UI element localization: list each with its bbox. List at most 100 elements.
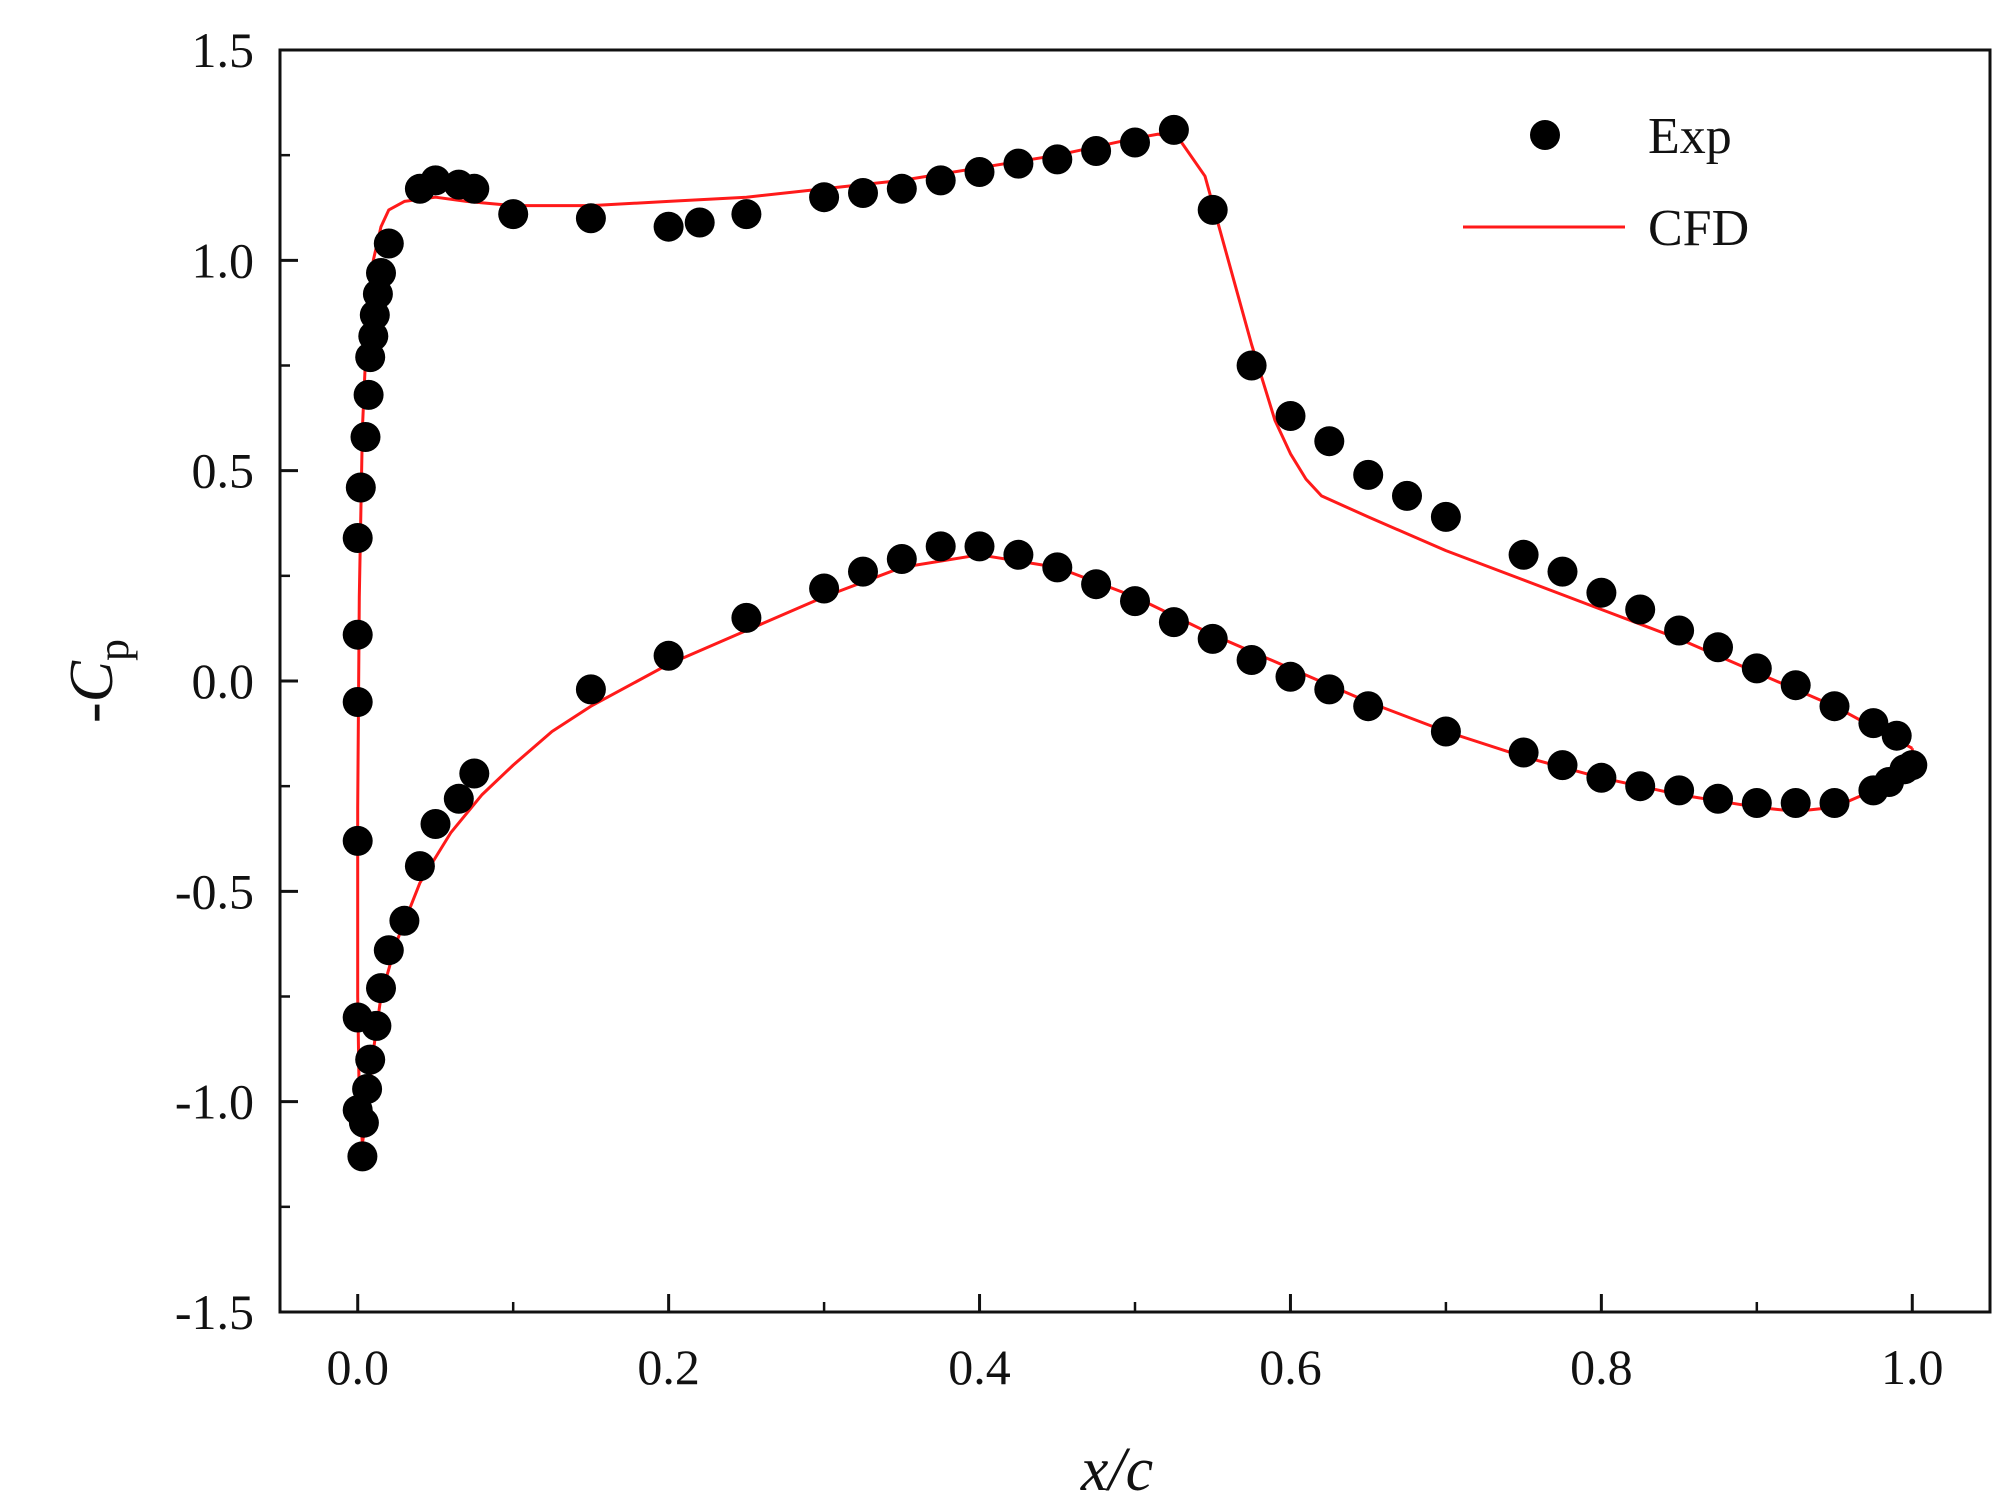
- exp-point: [443, 783, 474, 814]
- x-tick-label: 0.6: [1259, 1339, 1322, 1395]
- exp-point: [1547, 556, 1578, 587]
- exp-point: [459, 173, 490, 204]
- exp-point: [848, 178, 878, 208]
- exp-point: [1625, 594, 1656, 625]
- y-axis-title: -Cp: [58, 639, 138, 723]
- exp-point: [684, 207, 715, 238]
- exp-point: [1353, 691, 1384, 722]
- exp-point: [355, 1044, 386, 1075]
- exp-point: [1881, 720, 1912, 751]
- exp-point: [350, 422, 381, 452]
- exp-point: [1003, 539, 1034, 570]
- x-tick-label: 0.2: [637, 1339, 700, 1395]
- exp-point: [1158, 114, 1189, 145]
- y-tick-label: -0.5: [175, 863, 254, 919]
- exp-point: [1586, 762, 1617, 793]
- exp-point: [353, 379, 384, 410]
- exp-point: [1430, 501, 1461, 532]
- exp-point: [345, 472, 376, 503]
- exp-point: [1625, 771, 1656, 802]
- legend-exp-marker: [1530, 120, 1560, 150]
- exp-point: [964, 157, 995, 187]
- exp-point: [964, 531, 995, 562]
- exp-point: [1120, 586, 1150, 617]
- exp-point: [361, 1010, 392, 1041]
- exp-point: [1003, 148, 1034, 179]
- exp-point: [373, 935, 404, 966]
- exp-point: [1081, 136, 1112, 166]
- x-tick-label: 1.0: [1881, 1339, 1944, 1395]
- exp-point: [348, 1107, 379, 1138]
- exp-point: [731, 602, 762, 633]
- legend-cfd-label: CFD: [1648, 200, 1749, 257]
- exp-point: [1081, 569, 1112, 600]
- exp-point: [575, 674, 606, 705]
- x-tick-label: 0.8: [1570, 1339, 1633, 1395]
- y-tick-label: 1.0: [192, 232, 255, 288]
- exp-point: [347, 1141, 378, 1172]
- x-tick-label: 0.0: [326, 1339, 389, 1395]
- x-axis-ticks: 0.0 0.2 0.4 0.6 0.8 1.0: [326, 1294, 1944, 1395]
- exp-point: [1858, 708, 1889, 739]
- exp-point: [342, 687, 373, 717]
- x-axis-title: x/c: [1080, 1436, 1153, 1504]
- exp-point: [1236, 645, 1267, 675]
- exp-point: [925, 531, 956, 562]
- exp-point: [1275, 401, 1306, 431]
- exp-point: [1741, 653, 1772, 684]
- exp-point: [1042, 552, 1073, 583]
- exp-point: [653, 211, 684, 242]
- exp-point: [1586, 577, 1617, 608]
- exp-point: [1197, 194, 1228, 225]
- exp-point: [459, 758, 490, 789]
- exp-point: [1703, 632, 1733, 663]
- exp-point: [342, 619, 373, 650]
- exp-point: [498, 199, 529, 230]
- y-axis-title-subscript: p: [89, 639, 138, 661]
- exp-point: [366, 973, 396, 1004]
- exp-point: [1703, 783, 1733, 814]
- y-tick-label: -1.0: [175, 1074, 254, 1130]
- y-tick-label: 0.0: [192, 653, 255, 709]
- exp-point: [352, 1074, 383, 1104]
- exp-point: [342, 825, 373, 856]
- exp-point: [809, 573, 840, 604]
- exp-point: [1741, 788, 1772, 818]
- y-tick-label: 1.5: [192, 22, 255, 78]
- exp-point: [1275, 661, 1306, 692]
- y-axis-title-prefix: -: [58, 702, 126, 723]
- exp-point: [653, 640, 684, 671]
- exp-point: [1664, 775, 1695, 806]
- exp-point: [1158, 607, 1189, 638]
- exp-point: [366, 258, 396, 288]
- exp-point: [1889, 754, 1920, 785]
- exp-point: [1780, 670, 1811, 701]
- exp-point: [404, 851, 435, 882]
- exp-point: [1314, 674, 1345, 705]
- exp-point: [389, 905, 420, 936]
- exp-point: [886, 173, 917, 204]
- exp-point: [1430, 716, 1461, 747]
- exp-point: [1780, 788, 1811, 818]
- exp-point: [809, 182, 840, 213]
- exp-point: [420, 809, 451, 839]
- exp-point: [1819, 691, 1850, 722]
- exp-point: [848, 556, 878, 587]
- exp-point: [1120, 127, 1150, 158]
- exp-point: [373, 228, 404, 259]
- exp-point: [1508, 737, 1539, 768]
- exp-point: [1353, 459, 1384, 490]
- y-axis-ticks: 1.5 1.0 0.5 0.0 -0.5 -1.0 -1.5: [175, 22, 298, 1340]
- exp-point: [731, 199, 762, 230]
- exp-point: [1314, 426, 1345, 457]
- exp-point: [1819, 788, 1850, 818]
- legend: Exp CFD: [1463, 108, 1749, 257]
- exp-point: [925, 165, 956, 196]
- exp-point: [1197, 623, 1228, 654]
- exp-point: [575, 203, 606, 234]
- exp-point: [1508, 539, 1539, 570]
- exp-point: [1236, 350, 1267, 381]
- legend-exp-label: Exp: [1648, 108, 1732, 165]
- exp-point: [1042, 144, 1073, 175]
